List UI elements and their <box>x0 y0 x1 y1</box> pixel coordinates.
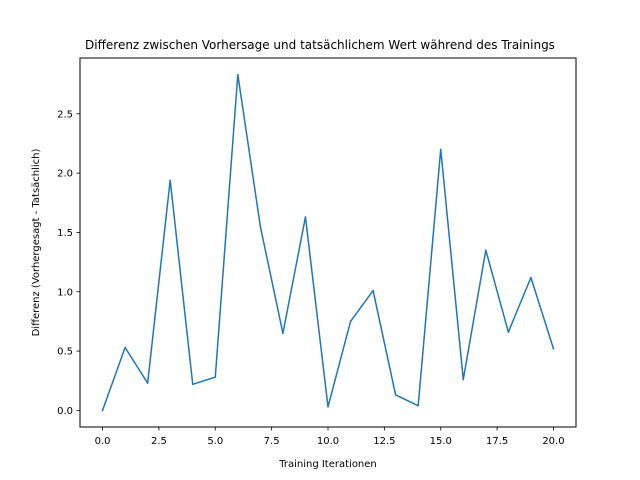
data-point <box>462 378 465 381</box>
x-tick-label: 7.5 <box>264 436 280 447</box>
data-point <box>101 409 104 412</box>
chart-title: Differenz zwischen Vorhersage und tatsäc… <box>85 38 555 52</box>
data-point <box>552 347 555 350</box>
y-tick-label: 2.0 <box>57 169 73 180</box>
x-tick-label: 5.0 <box>207 436 223 447</box>
y-axis: 0.0 0.5 1.0 1.5 2.0 2.5 <box>57 109 80 417</box>
x-tick-label: 17.5 <box>486 436 508 447</box>
y-tick-label: 1.5 <box>57 228 73 239</box>
series-layer <box>101 73 555 412</box>
data-point <box>372 289 374 292</box>
x-tick-label: 15.0 <box>430 436 452 447</box>
x-axis: 0.0 2.5 5.0 7.5 10.0 12.5 15.0 17.5 20.0 <box>95 427 565 447</box>
data-point <box>439 148 442 151</box>
data-point <box>485 249 487 251</box>
data-point <box>530 276 532 279</box>
data-point <box>282 332 284 335</box>
data-point <box>191 383 194 386</box>
x-tick-label: 20.0 <box>542 436 564 447</box>
data-point <box>124 346 126 349</box>
data-point <box>214 376 217 378</box>
data-point <box>507 331 510 333</box>
data-point <box>327 406 329 408</box>
x-tick-label: 12.5 <box>373 436 395 447</box>
data-point <box>349 320 352 323</box>
data-point <box>304 216 307 218</box>
x-tick-label: 10.0 <box>317 436 339 447</box>
x-tick-label: 2.5 <box>151 436 167 447</box>
data-point <box>237 73 239 76</box>
plot-frame <box>79 57 577 428</box>
y-tick-label: 2.5 <box>57 109 73 120</box>
y-tick-label: 0.5 <box>57 347 73 358</box>
data-point <box>259 225 262 228</box>
x-axis-label: Training Iterationen <box>278 459 377 470</box>
data-point <box>394 394 397 396</box>
y-tick-label: 1.0 <box>57 287 73 298</box>
data-point <box>169 179 171 181</box>
y-axis-label: Differenz (Vorhergesagt - Tatsächlich) <box>31 148 42 336</box>
data-point <box>417 404 419 407</box>
data-point <box>146 382 149 384</box>
x-tick-label: 0.0 <box>95 436 111 447</box>
y-tick-label: 0.0 <box>57 406 73 417</box>
